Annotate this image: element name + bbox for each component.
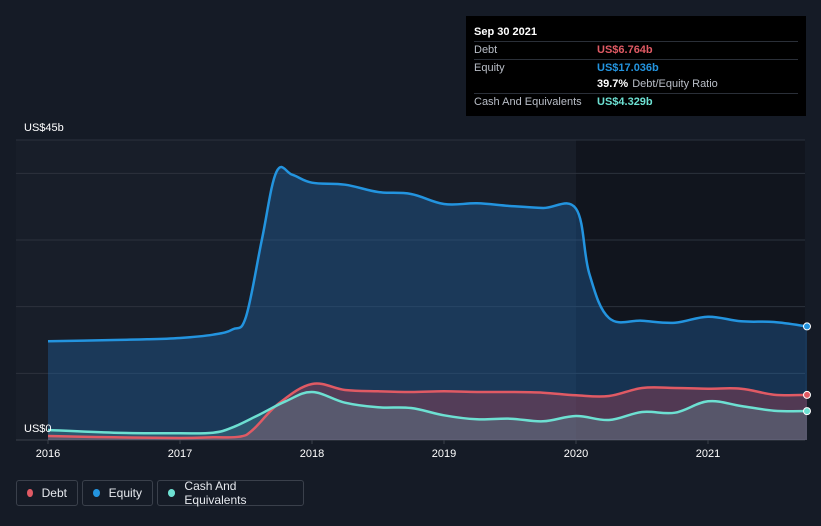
equity-dot-icon — [93, 489, 100, 497]
x-tick-label: 2021 — [696, 448, 720, 460]
tooltip-debt-value: US$6.764b — [597, 44, 653, 56]
tooltip-equity-label: Equity — [474, 61, 505, 74]
tooltip-cash-label: Cash And Equivalents — [474, 95, 582, 108]
debt-dot-icon — [27, 489, 33, 497]
y-axis-bottom-label: US$0 — [24, 423, 52, 435]
tooltip-ratio-row: 39.7% Debt/Equity Ratio — [474, 76, 798, 93]
cash-end-point — [803, 407, 811, 416]
tooltip-debt-label: Debt — [474, 44, 498, 56]
tooltip-ratio-label: Debt/Equity Ratio — [632, 78, 718, 90]
tooltip-cash-value: US$4.329b — [597, 95, 653, 108]
cash-dot-icon — [168, 489, 176, 497]
tooltip-cash-row: Cash And Equivalents US$4.329b — [474, 92, 798, 111]
cash-area — [48, 391, 807, 440]
equity-area — [48, 166, 807, 440]
x-tick-label: 2017 — [168, 448, 192, 460]
tooltip-equity-value: US$17.036b — [597, 61, 659, 74]
legend-label-debt: Debt — [41, 486, 67, 500]
tooltip-date: Sep 30 2021 — [474, 26, 537, 38]
equity-line — [47, 165, 808, 343]
legend-item-cash[interactable]: Cash And Equivalents — [157, 479, 304, 507]
legend-item-equity[interactable]: Equity — [82, 480, 153, 506]
equity-end-point — [803, 322, 811, 331]
cash-line — [47, 390, 808, 435]
tooltip-equity-row: Equity US$17.036b — [474, 58, 798, 77]
tooltip-ratio-value: 39.7% — [597, 78, 629, 90]
x-tick-label: 2020 — [564, 448, 588, 460]
legend-label-equity: Equity — [108, 486, 142, 500]
chart-legend: Debt Equity Cash And Equivalents — [16, 479, 308, 507]
tooltip-debt-row: Debt US$6.764b — [474, 41, 798, 59]
x-tick-label: 2019 — [432, 448, 456, 460]
legend-label-cash: Cash And Equivalents — [184, 479, 247, 507]
y-axis-top-label: US$45b — [24, 122, 64, 134]
debt-line — [47, 382, 808, 440]
x-tick-label: 2016 — [36, 448, 60, 460]
debt-end-point — [803, 390, 811, 399]
x-tick-label: 2018 — [300, 448, 324, 460]
data-tooltip: Sep 30 2021 Debt US$6.764b Equity US$17.… — [466, 16, 806, 116]
legend-item-debt[interactable]: Debt — [16, 480, 78, 506]
plot-highlight-region — [576, 140, 805, 440]
